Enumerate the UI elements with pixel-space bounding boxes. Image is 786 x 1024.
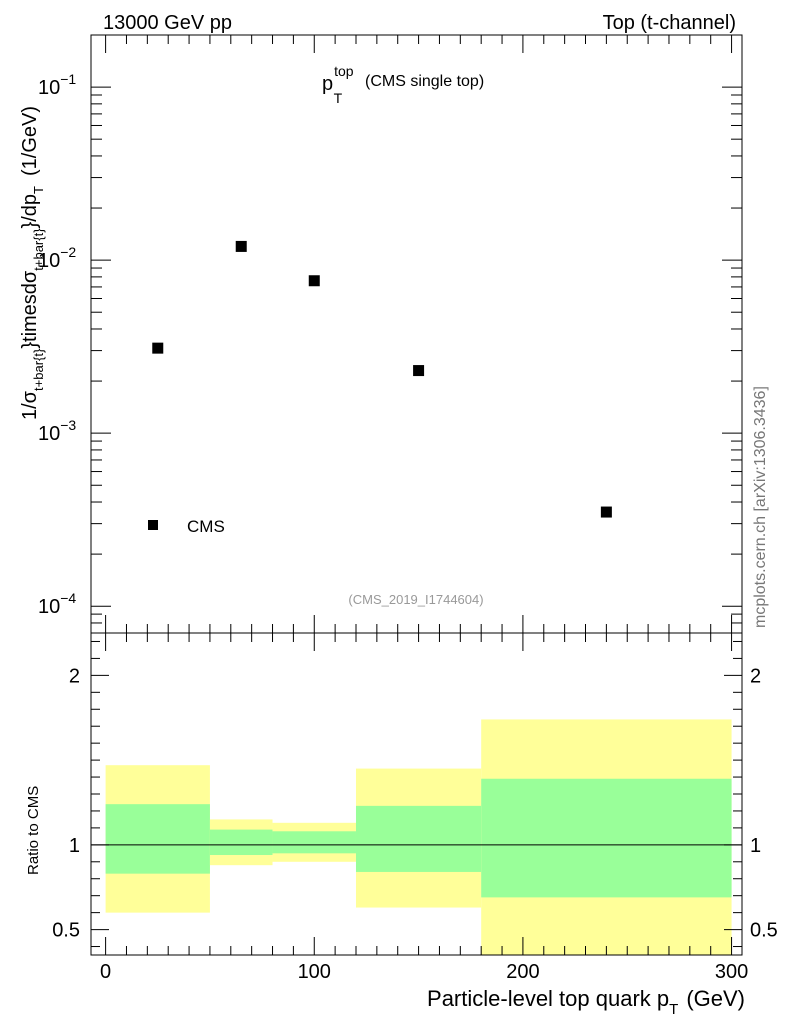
x-axis-label: Particle-level top quark pT (GeV) (427, 986, 745, 1018)
ratio-y-axis-label: Ratio to CMS (25, 786, 42, 875)
ratio-y-tick-label-right: 0.5 (750, 920, 778, 942)
ratio-ticks (91, 633, 742, 955)
header-left: 13000 GeV pp (103, 12, 232, 34)
main-panel: 10−110−210−310−4 ptop T (CMS single top) … (19, 34, 743, 634)
data-point (600, 506, 612, 518)
header-right: Top (t-channel) (603, 12, 736, 34)
ratio-inner-band (481, 778, 732, 898)
analysis-label: (CMS_2019_I1744604) (348, 592, 483, 607)
data-point (235, 240, 247, 252)
ratio-inner-band (105, 804, 210, 874)
ratio-inner-band (209, 829, 273, 856)
x-tick-label: 300 (715, 961, 748, 983)
legend-label: CMS (187, 517, 225, 536)
plot-title: ptop T (322, 63, 354, 106)
x-tick-label: 0 (100, 961, 111, 983)
ratio-y-tick-label-left: 2 (69, 665, 80, 687)
x-tick-label: 200 (506, 961, 539, 983)
main-frame (90, 34, 743, 634)
ratio-tick-labels: 0.5 0.5 1 1 2 2 0 100 200 300 (52, 665, 778, 983)
plot-title-note: (CMS single top) (365, 73, 484, 90)
ratio-panel: 0.5 0.5 1 1 2 2 0 100 200 300 Ratio to CMS Partic… (25, 632, 778, 1018)
x-tick-label: 100 (298, 961, 331, 983)
ratio-y-tick-label-right: 1 (750, 835, 761, 857)
watermark: mcplots.cern.ch [arXiv:1306.3436] (752, 386, 769, 628)
main-y-tick-label: 10−2 (38, 244, 76, 272)
main-y-axis-label: 1/σt+bar{t}}timesdσt+bar{t}}/dpT(1/GeV) (19, 106, 46, 420)
data-point (152, 342, 164, 354)
data-point (308, 275, 320, 287)
main-y-tick-label: 10−1 (38, 71, 76, 99)
ratio-bands (105, 719, 732, 955)
ratio-y-tick-label-left: 0.5 (52, 920, 80, 942)
data-points (152, 240, 612, 518)
main-ticks (91, 34, 742, 634)
main-y-tick-label: 10−3 (38, 417, 76, 445)
main-y-tick-label: 10−4 (38, 590, 76, 618)
ratio-inner-band (355, 805, 482, 872)
data-point (413, 365, 425, 377)
main-y-tick-labels: 10−1 10−2 10−3 10−4 (38, 71, 76, 618)
ratio-y-tick-label-right: 2 (750, 665, 761, 687)
legend-marker (148, 520, 158, 530)
ratio-y-tick-label-left: 1 (69, 835, 80, 857)
ratio-inner-band (272, 831, 356, 854)
